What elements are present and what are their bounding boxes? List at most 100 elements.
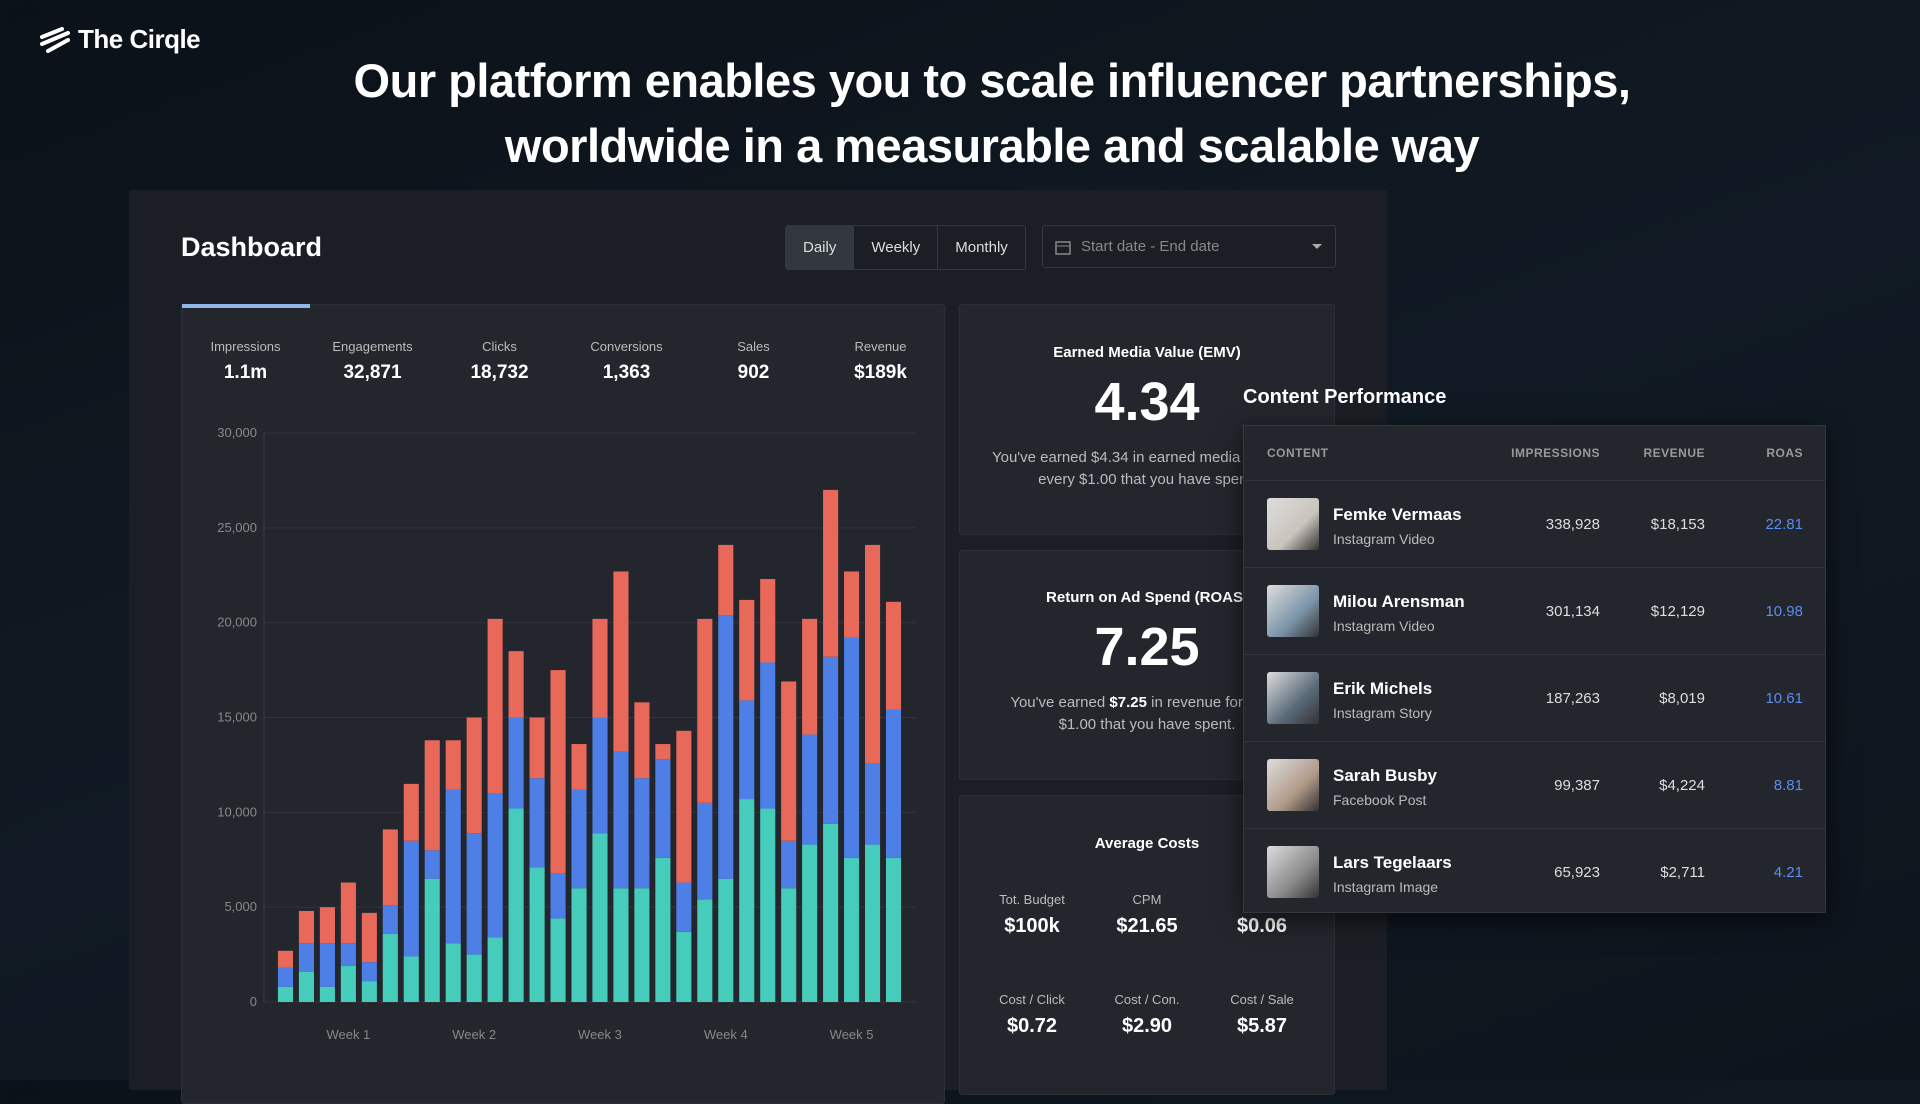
content-performance-title: Content Performance: [1243, 386, 1447, 408]
cost-value: $5.87: [1236, 1015, 1288, 1037]
table-row[interactable]: Lars Tegelaars Instagram Image 65,923 $2,71…: [1244, 828, 1825, 916]
bar-segment: [739, 599, 755, 701]
bar-segment: [697, 802, 713, 900]
bar-segment: [655, 857, 671, 1002]
metric-value: 1,363: [602, 362, 651, 383]
y-tick-label: 20,000: [217, 615, 257, 630]
date-picker[interactable]: Start date - End date: [1042, 225, 1336, 268]
bar-segment: [277, 950, 294, 968]
bar-segment: [298, 943, 314, 972]
bar-segment: [718, 615, 734, 879]
creator-name: Lars Tegelaars: [1333, 853, 1452, 872]
bar-segment: [739, 799, 755, 1002]
bar-segment: [571, 789, 587, 889]
period-button[interactable]: Monthly: [937, 226, 1025, 269]
thumbnail: [1267, 672, 1319, 724]
thumbnail: [1267, 585, 1319, 637]
cost-item: Cost / Sale $5.87: [1202, 992, 1322, 1038]
emv-note: You've earned $4.34 in earned media valu…: [991, 449, 1303, 488]
bar-segment: [361, 912, 377, 963]
x-tick-label: Week 4: [704, 1027, 748, 1042]
column-header: IMPRESSIONS: [1511, 446, 1600, 460]
period-button[interactable]: Weekly: [853, 226, 937, 269]
bar-segment: [508, 808, 524, 1002]
roas-value: 7.25: [1094, 617, 1200, 677]
cost-label: Cost / Sale: [1230, 992, 1294, 1007]
bar-segment: [634, 778, 650, 889]
bar-segment: [676, 931, 692, 1002]
bar-segment: [613, 751, 629, 889]
bar-segment: [550, 873, 566, 919]
creator-name: Erik Michels: [1333, 679, 1433, 698]
table-row[interactable]: Femke Vermaas Instagram Video 338,928 $18,1…: [1244, 480, 1825, 568]
x-tick-label: Week 1: [326, 1027, 370, 1042]
period-button[interactable]: Daily: [786, 226, 854, 269]
dropdown-icon: [1312, 243, 1322, 249]
bar-segment: [424, 878, 440, 1002]
cost-value: $0.06: [1236, 915, 1288, 937]
table-row[interactable]: Erik Michels Instagram Story 187,263 $8,019…: [1244, 654, 1825, 742]
bar-segment: [508, 651, 524, 718]
roas: 4.21: [1773, 864, 1803, 881]
cost-label: Tot. Budget: [999, 892, 1065, 907]
bar-segment: [781, 888, 797, 1002]
x-tick-label: Week 5: [830, 1027, 874, 1042]
bar-segment: [445, 789, 461, 944]
content-type: Facebook Post: [1333, 792, 1427, 808]
bar-segment: [571, 888, 587, 1002]
bar-segment: [445, 740, 461, 790]
thumbnail: [1267, 498, 1319, 550]
cost-value: $21.65: [1116, 915, 1178, 937]
column-header: REVENUE: [1643, 446, 1705, 460]
logo[interactable]: The Cirqle: [40, 24, 201, 55]
metric-label: Impressions: [210, 339, 281, 354]
cost-label: Cost / Click: [999, 992, 1065, 1007]
bar-segment: [613, 571, 629, 752]
bar-segment: [865, 763, 881, 845]
metric: Revenue $189k: [817, 339, 944, 384]
headline: Our platform enables you to scale influe…: [0, 48, 1920, 178]
metric-label: Sales: [737, 339, 770, 354]
roas: 8.81: [1773, 777, 1803, 794]
content-type: Instagram Story: [1333, 705, 1432, 721]
bar-segment: [487, 793, 503, 938]
bar-segment: [508, 717, 524, 809]
bar-segment: [319, 986, 335, 1002]
impressions: 187,263: [1545, 690, 1600, 707]
bar-segment: [697, 618, 713, 803]
bar-segment: [592, 717, 608, 834]
bar-segment: [760, 808, 776, 1002]
bar-segment: [844, 857, 860, 1002]
cost-label: Cost / Con.: [1114, 992, 1180, 1007]
metric-label: Revenue: [854, 339, 907, 354]
emv-title: Earned Media Value (EMV): [1053, 344, 1241, 361]
active-tab-indicator: [182, 304, 310, 308]
impressions: 338,928: [1545, 516, 1600, 533]
bar-segment: [298, 910, 314, 944]
table-row[interactable]: Milou Arensman Instagram Video 301,134 $12,…: [1244, 567, 1825, 655]
roas-note: You've earned $7.25 in revenue for every…: [990, 692, 1304, 736]
bar-segment: [781, 840, 797, 889]
content-table: CONTENT IMPRESSIONS REVENUE ROAS Femke Verma…: [1243, 425, 1826, 913]
bar-segment: [592, 833, 608, 1002]
revenue: $18,153: [1650, 516, 1705, 533]
bar-segment: [403, 783, 419, 841]
calendar-icon: [1055, 240, 1071, 255]
bar-segment: [676, 882, 692, 932]
y-tick-label: 15,000: [217, 710, 257, 725]
y-tick-label: 0: [250, 994, 257, 1009]
bar-segment: [529, 778, 545, 868]
bar-segment: [529, 867, 545, 1002]
headline-line: worldwide in a measurable and scalable w…: [504, 119, 1480, 172]
bar-segment: [424, 850, 440, 879]
bar-segment: [676, 730, 692, 883]
bar-segment: [718, 878, 734, 1002]
bar-segment: [445, 943, 461, 1002]
roas-note-value: $7.25: [1109, 694, 1147, 711]
bar-segment: [802, 618, 818, 735]
table-row[interactable]: Sarah Busby Facebook Post 99,387 $4,224 8.81: [1244, 741, 1825, 829]
revenue: $12,129: [1650, 603, 1705, 620]
dashboard-title: Dashboard: [181, 232, 323, 262]
bar-segment: [739, 700, 755, 800]
